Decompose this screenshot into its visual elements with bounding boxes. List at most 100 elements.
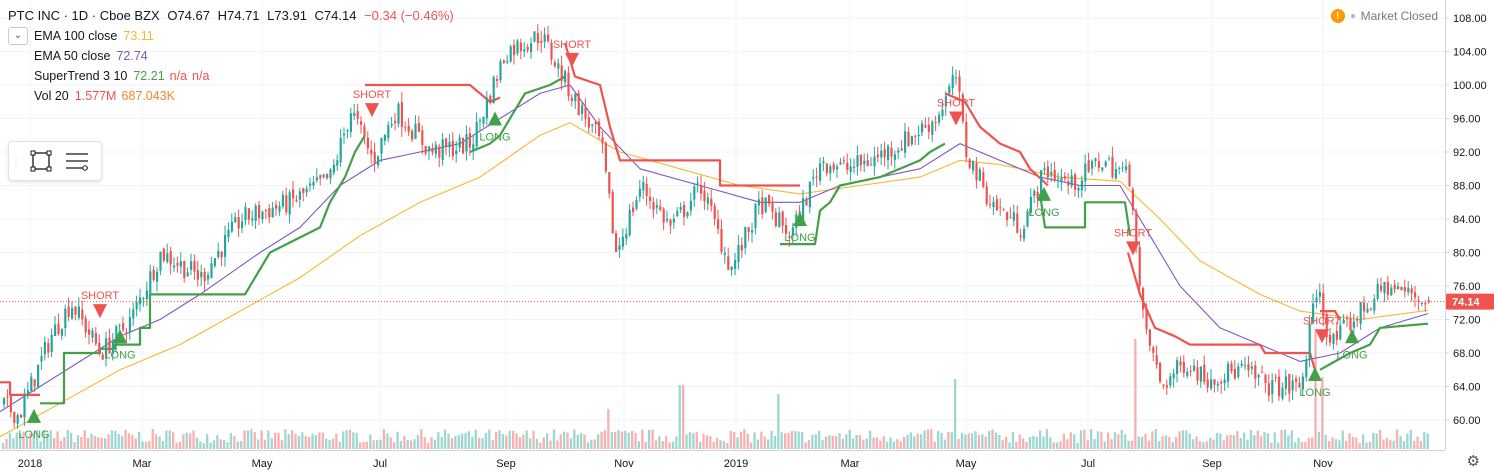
volume-bar <box>913 436 916 449</box>
candle-body <box>1063 176 1066 179</box>
volume-bar <box>1144 433 1147 449</box>
candle-body <box>183 261 186 278</box>
candle-body <box>98 342 101 353</box>
indicator-ema100[interactable]: ⌄ EMA 100 close 73.11 <box>8 26 454 46</box>
volume-bar <box>1396 429 1399 449</box>
volume-bar <box>1022 438 1025 449</box>
candle-body <box>815 176 818 178</box>
volume-bar <box>63 437 66 449</box>
volume-bar <box>250 429 253 449</box>
volume-bar <box>773 436 777 449</box>
candle-body <box>26 390 29 395</box>
volume-bar <box>287 434 290 449</box>
ema100-path <box>0 122 1429 438</box>
candle-body <box>1019 235 1022 238</box>
volume-bar <box>314 435 318 449</box>
price-axis[interactable]: 108.00 104.00 100.00 96.00 92.00 88.00 84.00 80… <box>1445 0 1494 474</box>
indicator-ema50[interactable]: EMA 50 close 72.74 <box>8 46 454 66</box>
volume-bar <box>1028 436 1032 449</box>
indicator-supertrend[interactable]: SuperTrend 3 10 72.21 n/a n/a <box>8 66 454 86</box>
volume-bar <box>573 429 576 449</box>
volume-bar <box>569 438 573 449</box>
candle-body <box>224 235 227 257</box>
candle-body <box>1424 303 1427 305</box>
candle-body <box>156 271 159 282</box>
candle-body <box>985 186 988 204</box>
market-status-text: Market Closed <box>1360 9 1438 23</box>
gear-icon[interactable]: ⚙ <box>1466 453 1480 470</box>
volume-bar <box>1368 441 1372 449</box>
volume-bar <box>1083 429 1086 449</box>
candle-body <box>761 197 764 214</box>
volume-bar <box>1283 429 1287 449</box>
candle-body <box>1346 318 1349 320</box>
volume-bar <box>1117 434 1120 449</box>
candle-body <box>1227 363 1230 382</box>
volume-bar <box>138 431 141 449</box>
volume-bar <box>879 440 882 449</box>
volume-bar <box>172 432 175 449</box>
volume-bar <box>1188 433 1191 449</box>
candle-body <box>540 40 543 44</box>
volume-bar <box>1103 441 1106 449</box>
drag-handle-icon[interactable]: ⋮ <box>12 156 20 166</box>
candle-body <box>764 197 767 212</box>
volume-bar <box>478 437 481 449</box>
volume-bar <box>1413 440 1416 449</box>
volume-bar <box>668 442 671 449</box>
volume-bar <box>1266 433 1270 449</box>
time-axis[interactable]: 2018 Mar May Jul Sep Nov 2019 Mar May Jul Sep Nov <box>0 450 1445 471</box>
volume-bar <box>430 437 433 449</box>
volume-bar <box>104 438 107 449</box>
rectangle-tool-icon[interactable] <box>23 143 59 179</box>
short-signal-label: SHORT <box>353 89 392 101</box>
volume-bar <box>76 435 80 449</box>
volume-bar <box>518 437 522 449</box>
candle-body <box>1142 288 1145 310</box>
time-tick-label: Mar <box>841 458 860 470</box>
supertrend-segment <box>40 134 366 405</box>
volume-bar <box>1304 441 1307 449</box>
volume-bar <box>212 440 216 449</box>
candle-body <box>791 227 794 236</box>
volume-bar <box>399 440 403 449</box>
volume-bar <box>297 436 301 449</box>
volume-bar <box>920 434 923 449</box>
volume-bar <box>168 430 171 449</box>
candle-body <box>1312 303 1315 324</box>
chevron-down-icon[interactable]: ⌄ <box>8 27 28 45</box>
volume-bar <box>226 442 229 449</box>
candle-body <box>1138 247 1141 287</box>
volume-bar <box>382 429 386 449</box>
volume-bar <box>535 438 539 449</box>
candle-body <box>302 188 305 194</box>
volume-bar <box>141 441 144 449</box>
indicator-volume[interactable]: Vol 20 1.577M 687.043K <box>8 86 454 106</box>
candle-body <box>547 34 550 42</box>
volume-bar <box>899 441 902 449</box>
volume-bar <box>658 436 661 449</box>
candle-body <box>1104 161 1107 167</box>
volume-bar <box>352 432 355 449</box>
candle-body <box>1006 212 1009 221</box>
candle-body <box>723 253 726 255</box>
alert-icon[interactable]: ! <box>1330 9 1345 23</box>
volume-bar <box>416 435 420 449</box>
chart-grid <box>0 0 1445 450</box>
candle-body <box>689 200 692 211</box>
candle-body <box>213 258 216 266</box>
candle-body <box>203 271 206 282</box>
volume-bar <box>620 431 624 449</box>
lines-tool-icon[interactable] <box>59 143 95 179</box>
candle-body <box>441 139 444 161</box>
volume-bar <box>971 433 974 449</box>
drawing-toolbox[interactable]: ⋮ <box>8 141 102 181</box>
candle-body <box>1322 292 1325 317</box>
candle-body <box>54 324 57 337</box>
candle-body <box>1111 156 1114 178</box>
volume-bar <box>359 442 362 449</box>
short-signal-triangle <box>93 304 107 319</box>
volume-bar <box>202 442 205 449</box>
volume-bar <box>12 438 15 449</box>
